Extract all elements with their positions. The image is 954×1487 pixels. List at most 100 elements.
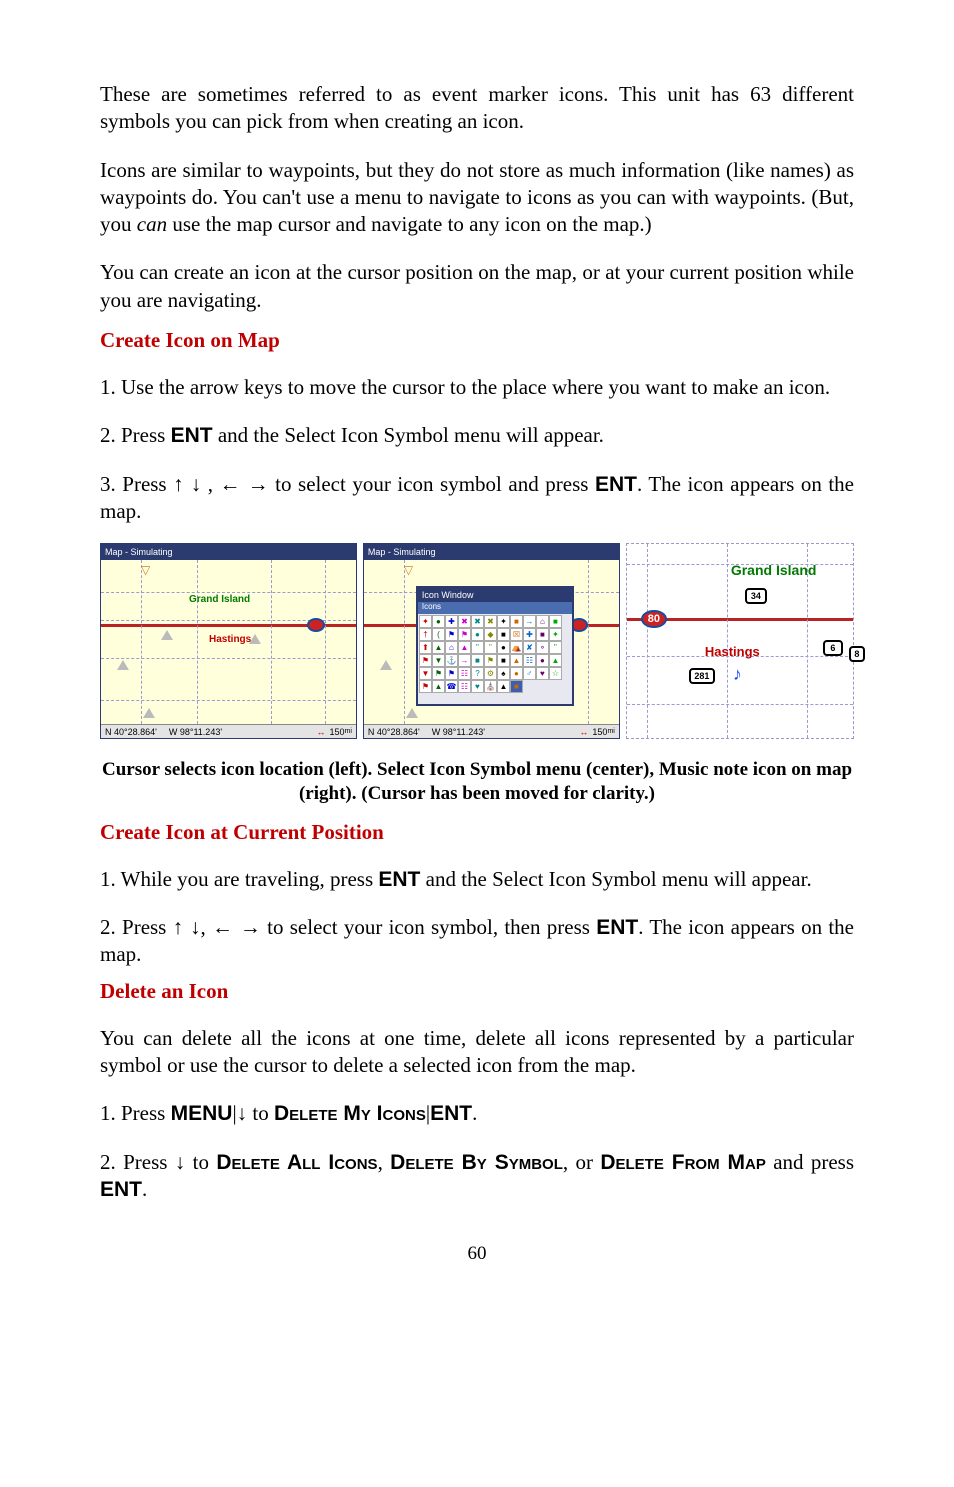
palette-cell[interactable]: ■	[510, 615, 523, 628]
s3-step2c: and press	[766, 1150, 854, 1174]
palette-cell[interactable]: ☎	[445, 680, 458, 693]
palette-cell[interactable]: ▲	[458, 641, 471, 654]
palette-cell[interactable]: ⚑	[432, 667, 445, 680]
s2-step2a: 2. Press	[100, 915, 173, 939]
palette-cell[interactable]: ■	[536, 628, 549, 641]
palette-cell[interactable]: ⛪	[484, 680, 497, 693]
s1-step2a: 2. Press	[100, 423, 171, 447]
palette-cell[interactable]: ✦	[549, 628, 562, 641]
s1-sep: ,	[201, 472, 219, 496]
tri-sign-l4	[143, 708, 155, 718]
palette-cell[interactable]: ✖	[458, 615, 471, 628]
palette-cell[interactable]: ▲	[510, 654, 523, 667]
palette-cell[interactable]: ♥	[536, 667, 549, 680]
key-ent-4: ENT	[596, 916, 638, 939]
page: These are sometimes referred to as event…	[0, 0, 954, 1345]
palette-cell[interactable]: ⌂	[536, 615, 549, 628]
intro-2b: use the map cursor and navigate to any i…	[167, 212, 652, 236]
palette-cell[interactable]: ●	[497, 641, 510, 654]
palette-cell[interactable]: ■	[497, 654, 510, 667]
figure-caption: Cursor selects icon location (left). Sel…	[100, 758, 854, 806]
coord-n-c: N 40°28.864'	[368, 727, 420, 737]
palette-cell[interactable]: "	[484, 641, 497, 654]
palette-cell[interactable]: ♂	[523, 667, 536, 680]
palette-cell[interactable]: ●	[471, 628, 484, 641]
palette-cell[interactable]: ■	[497, 628, 510, 641]
palette-cell[interactable]: ✚	[523, 628, 536, 641]
palette-cell[interactable]: ▲	[432, 680, 445, 693]
palette-cell[interactable]: ✦	[419, 615, 432, 628]
arrows-updown-2: ↑ ↓	[173, 916, 201, 939]
palette-cell[interactable]: ⛺	[510, 641, 523, 654]
map-center-status: N 40°28.864' W 98°11.243' ↔ 150 mi	[364, 724, 619, 738]
s1-step3: 3. Press ↑ ↓ , ← → to select your icon s…	[100, 471, 854, 526]
s3-step1a: 1. Press	[100, 1101, 171, 1125]
palette-cell[interactable]: ♥	[471, 680, 484, 693]
palette-cell[interactable]: ⬆	[419, 641, 432, 654]
palette-cell[interactable]: ●	[510, 667, 523, 680]
zoom-l: 150	[330, 727, 345, 737]
palette-cell[interactable]: ●	[432, 615, 445, 628]
palette-cell[interactable]: ☷	[458, 667, 471, 680]
palette-cell[interactable]: ⚑	[458, 628, 471, 641]
palette-cell[interactable]: ⚙	[484, 667, 497, 680]
palette-cell[interactable]: ⚑	[445, 628, 458, 641]
tri-sign-c1	[380, 660, 392, 670]
palette-cell[interactable]: ▼	[432, 654, 445, 667]
s3-para: You can delete all the icons at one time…	[100, 1025, 854, 1080]
palette-cell[interactable]: ?	[471, 667, 484, 680]
palette-cell[interactable]: ☷	[458, 680, 471, 693]
palette-cell[interactable]: ☆	[549, 667, 562, 680]
s3-step1: 1. Press MENU|↓ to Delete My Icons|ENT.	[100, 1100, 854, 1127]
palette-cell[interactable]: ✖	[484, 615, 497, 628]
map-left: Map - Simulating Grand Island Hastings ▽	[100, 543, 357, 739]
cmd-delete-from-map: Delete From Map	[600, 1151, 766, 1174]
palette-cell[interactable]: ☷	[523, 654, 536, 667]
palette-cell[interactable]: ■	[510, 680, 523, 693]
palette-cell[interactable]: →	[458, 654, 471, 667]
palette-cell[interactable]: ◆	[484, 628, 497, 641]
palette-cell[interactable]: ☒	[510, 628, 523, 641]
palette-cell[interactable]: ⚑	[484, 654, 497, 667]
palette-cell[interactable]: ✦	[497, 615, 510, 628]
palette-cell[interactable]: †	[419, 628, 432, 641]
palette-cell[interactable]: (	[432, 628, 445, 641]
s1-step2: 2. Press ENT and the Select Icon Symbol …	[100, 422, 854, 449]
palette-cell[interactable]: ⚑	[419, 654, 432, 667]
palette-cell[interactable]: ■	[549, 615, 562, 628]
palette-cell[interactable]: "	[549, 641, 562, 654]
map-left-titlebar: Map - Simulating	[101, 544, 356, 560]
palette-cell[interactable]: ✘	[523, 641, 536, 654]
label-grand-island-r: Grand Island	[731, 562, 817, 578]
sign-80-l	[307, 618, 325, 632]
palette-cell[interactable]: ⌂	[445, 641, 458, 654]
palette-cell[interactable]: ⚑	[445, 667, 458, 680]
tri-sign-l2	[161, 630, 173, 640]
palette-cell[interactable]: →	[523, 615, 536, 628]
key-ent-2: ENT	[595, 473, 637, 496]
music-note-icon: ♪	[733, 664, 742, 685]
s2-step1b: and the Select Icon Symbol menu will app…	[420, 867, 811, 891]
intro-para-3: You can create an icon at the cursor pos…	[100, 259, 854, 314]
palette-cell[interactable]: ⚑	[419, 680, 432, 693]
coord-w-l: W 98°11.243'	[169, 727, 222, 737]
palette-cell[interactable]: ▲	[549, 654, 562, 667]
zoom-c: 150	[592, 727, 607, 737]
tri-sign-l1	[249, 634, 261, 644]
sign-34-r: 34	[745, 588, 767, 604]
palette-cell[interactable]: ⚬	[536, 641, 549, 654]
palette-cell[interactable]: ♠	[497, 667, 510, 680]
comma-1: ,	[378, 1150, 391, 1174]
palette-cell[interactable]: ▼	[419, 667, 432, 680]
palette-cell[interactable]: ●	[536, 654, 549, 667]
s2-step1: 1. While you are traveling, press ENT an…	[100, 866, 854, 893]
palette-cell[interactable]: ▲	[432, 641, 445, 654]
palette-cell[interactable]: ⚓	[445, 654, 458, 667]
sign-6-r: 6	[823, 640, 843, 656]
palette-cell[interactable]: ▲	[497, 680, 510, 693]
palette-cell[interactable]: ✖	[471, 615, 484, 628]
palette-cell[interactable]: ■	[471, 654, 484, 667]
palette-cell[interactable]: "	[471, 641, 484, 654]
palette-cell[interactable]: ✚	[445, 615, 458, 628]
arrows-icon-l: ↔	[317, 727, 326, 737]
